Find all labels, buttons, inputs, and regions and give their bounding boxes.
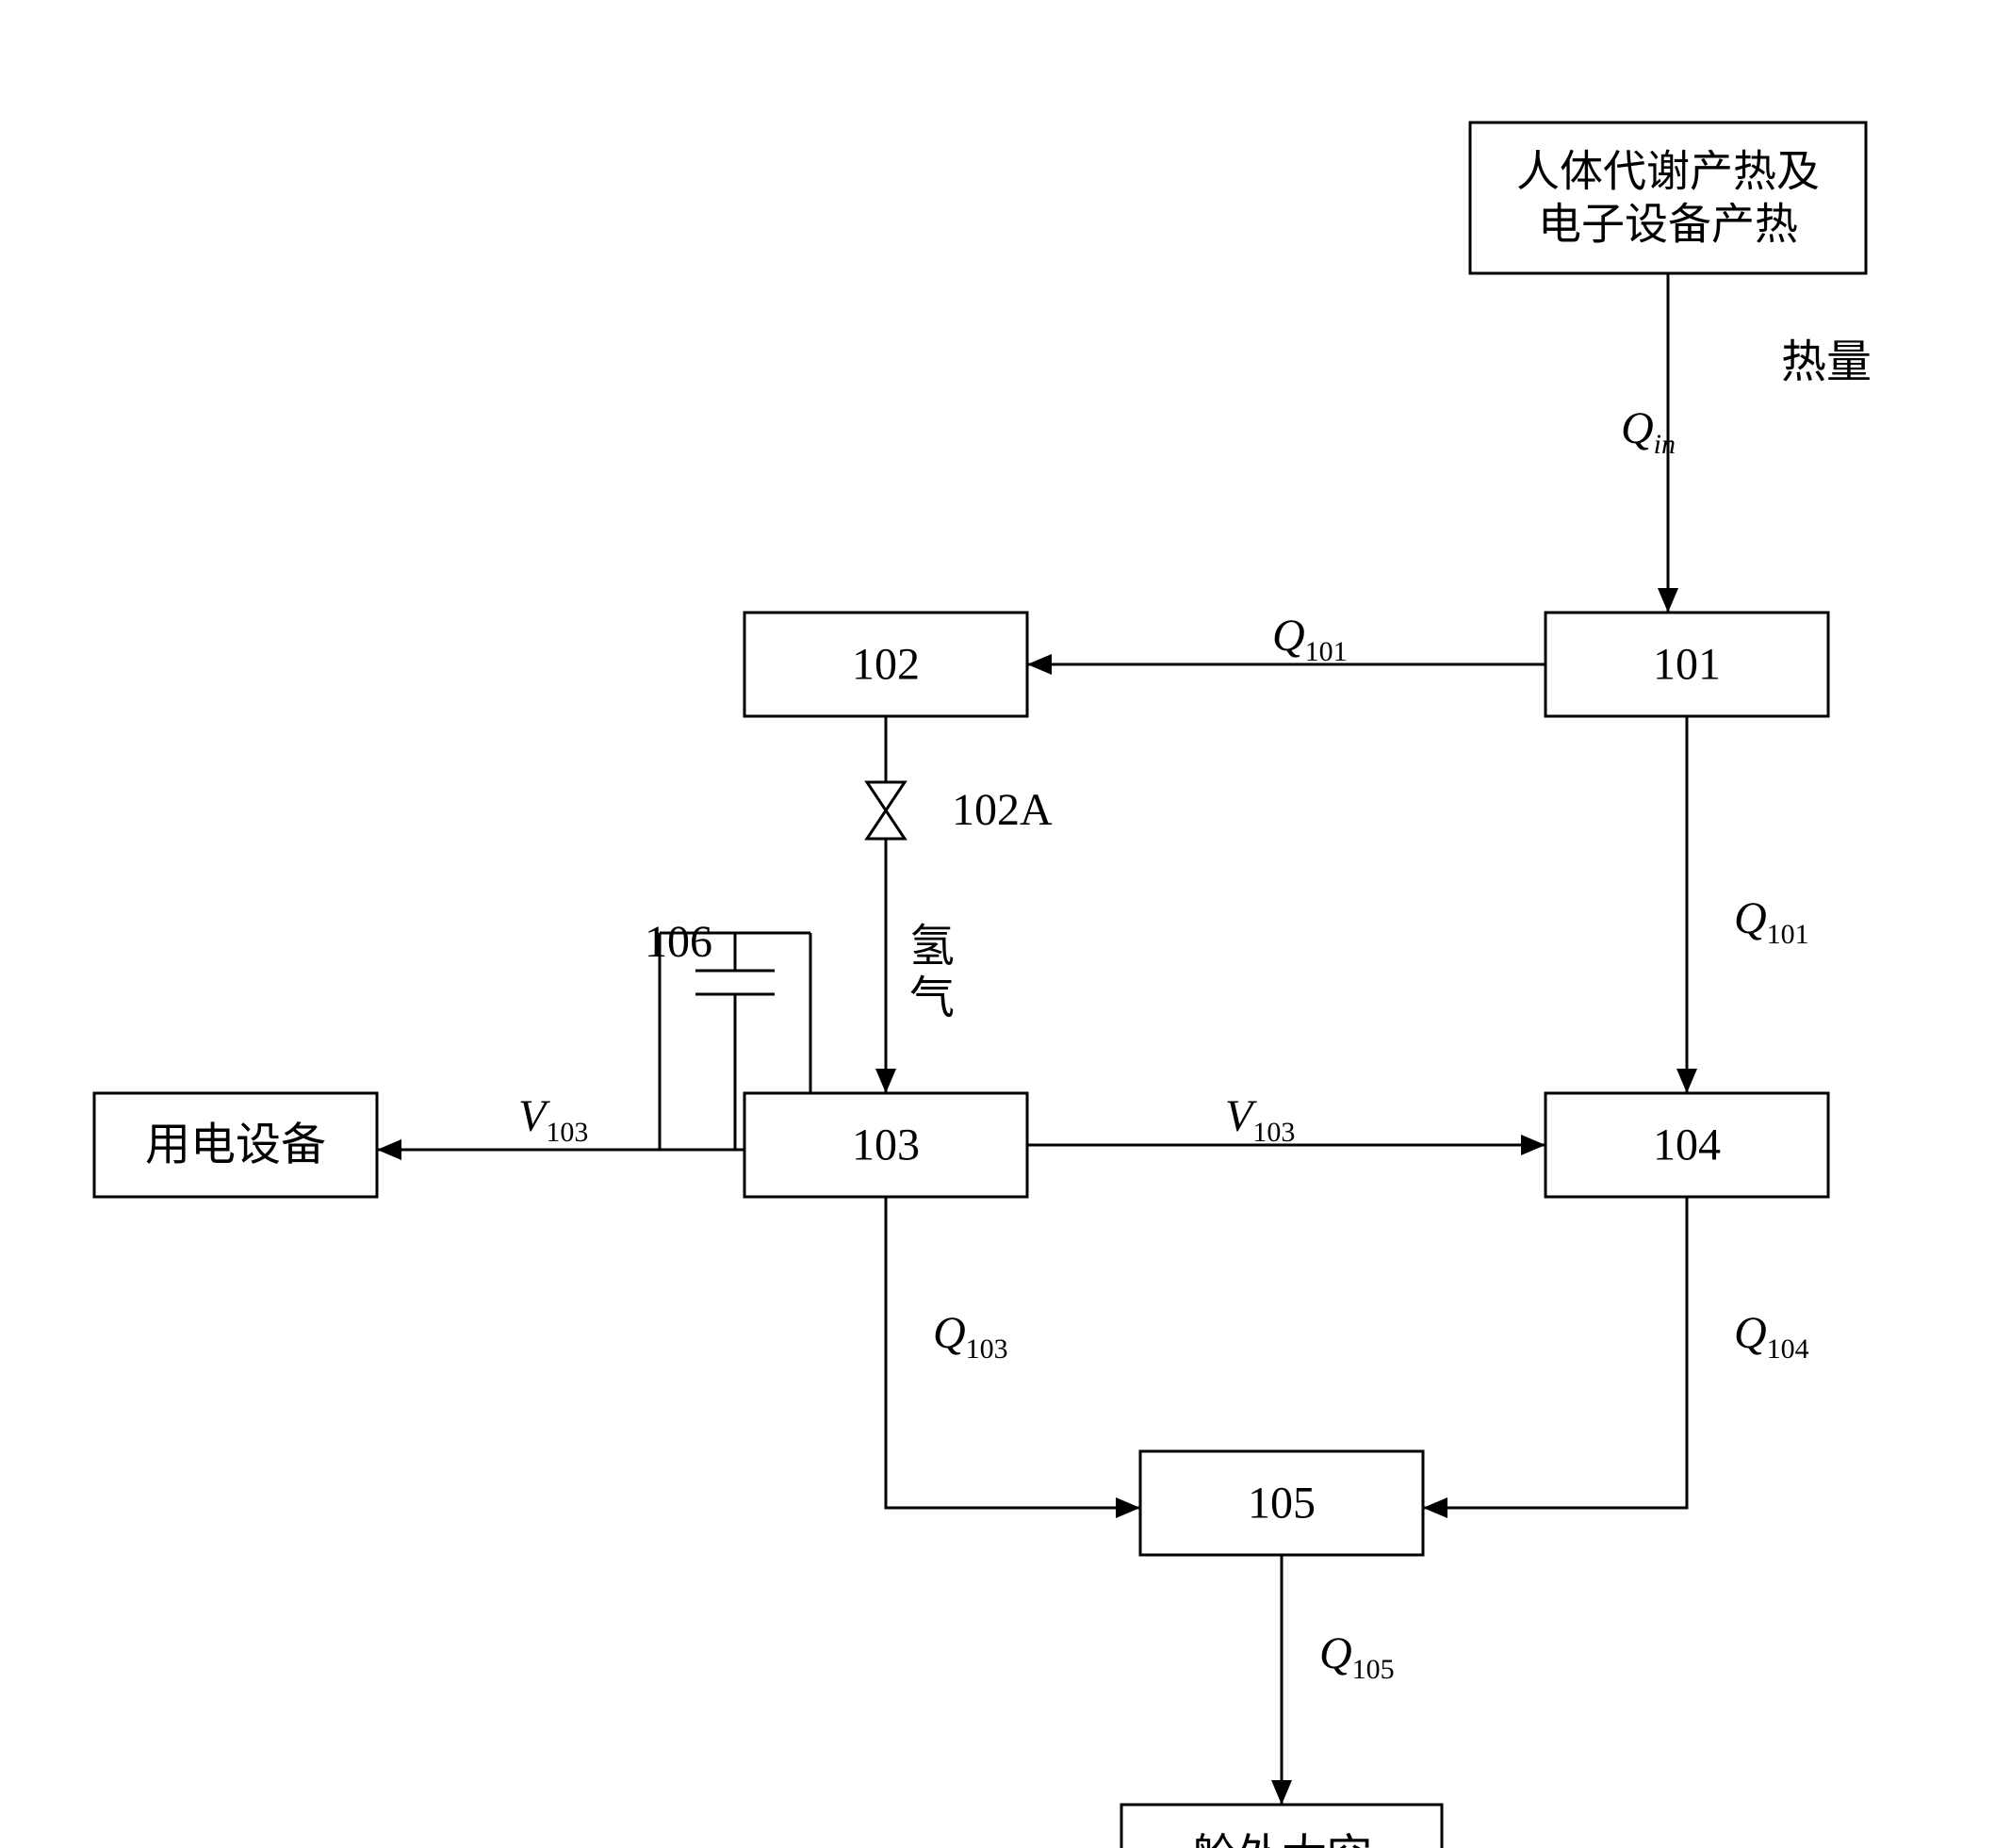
node-elec_dev: 用电设备: [94, 1093, 377, 1197]
label-V103r: V103: [1225, 1091, 1295, 1148]
label-Q105: Q105: [1319, 1628, 1395, 1685]
node-label-space_out: 舱外太空: [1191, 1832, 1372, 1848]
valve-label: 102A: [952, 785, 1053, 835]
node-label2-source_top: 电子设备产热: [1538, 201, 1798, 249]
valve-icon: [867, 782, 905, 839]
edge-103-to-105: [886, 1197, 1140, 1508]
node-n102: 102: [744, 613, 1027, 716]
label-Q103: Q103: [933, 1308, 1008, 1365]
node-label-n102: 102: [852, 640, 920, 690]
node-n105: 105: [1140, 1451, 1423, 1555]
capacitor-label: 106: [645, 917, 712, 967]
label-Q104: Q104: [1734, 1308, 1809, 1365]
node-n104: 104: [1545, 1093, 1828, 1197]
node-label-n104: 104: [1653, 1120, 1721, 1170]
node-label-n105: 105: [1248, 1479, 1316, 1529]
node-n101: 101: [1545, 613, 1828, 716]
label-Q101h: Q101: [1272, 611, 1348, 667]
edge-104-to-105: [1423, 1197, 1687, 1508]
node-n103: 103: [744, 1093, 1027, 1197]
node-space_out: 舱外太空: [1121, 1805, 1442, 1848]
label-hydrogen-1: 氢: [909, 922, 955, 972]
label-heat: 热量: [1781, 337, 1872, 387]
node-source_top: 人体代谢产热及电子设备产热: [1470, 123, 1866, 273]
node-label-n101: 101: [1653, 640, 1721, 690]
label-hydrogen-2: 气: [909, 973, 955, 1023]
node-label-n103: 103: [852, 1120, 920, 1170]
node-label1-source_top: 人体代谢产热及: [1516, 148, 1820, 196]
label-V103l: V103: [518, 1091, 588, 1148]
label-Q101v: Q101: [1734, 893, 1809, 950]
node-label-elec_dev: 用电设备: [145, 1120, 326, 1170]
